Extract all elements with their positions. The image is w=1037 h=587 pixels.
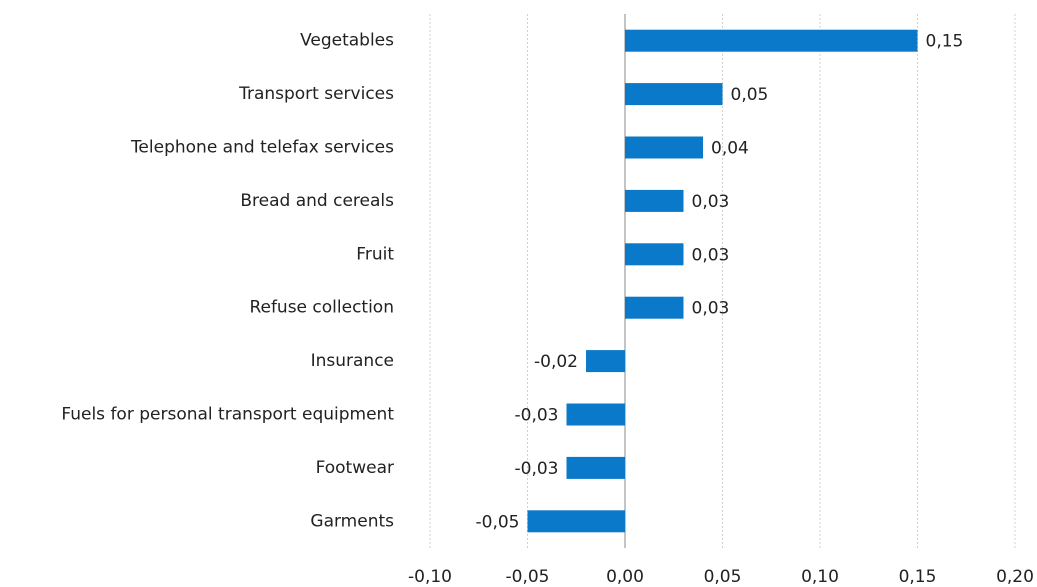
category-label: Refuse collection [249,298,394,318]
value-label: 0,03 [692,299,730,319]
x-tick-label: 0,00 [606,567,644,587]
category-label: Fuels for personal transport equipment [61,405,394,425]
value-label: -0,03 [515,406,559,426]
x-tick-label: 0,10 [801,567,839,587]
bar [625,136,703,159]
category-label: Transport services [238,84,394,104]
bar [586,350,625,373]
x-tick-label: 0,15 [899,567,937,587]
category-label: Footwear [316,458,394,478]
bar [566,456,625,479]
category-label: Fruit [356,244,394,264]
x-tick-label: -0,10 [408,567,452,587]
value-label: 0,03 [692,192,730,212]
bar [625,296,684,319]
value-label: 0,03 [692,245,730,265]
value-label: 0,15 [926,32,964,52]
category-label: Bread and cereals [240,191,394,211]
category-label: Insurance [311,351,394,371]
value-label: 0,05 [731,85,769,105]
value-label: -0,03 [515,459,559,479]
value-label: -0,05 [476,512,520,532]
category-label: Garments [310,511,394,531]
category-label: Vegetables [300,31,394,51]
bar [527,510,625,533]
bar [625,243,684,266]
bar [566,403,625,426]
bar [625,83,723,106]
bar [625,189,684,212]
x-tick-label: -0,05 [506,567,550,587]
bar [625,29,918,52]
value-label: -0,02 [534,352,578,372]
x-tick-label: 0,05 [704,567,742,587]
category-label: Telephone and telefax services [130,138,394,158]
value-label: 0,04 [711,139,749,159]
x-tick-label: 0,20 [996,567,1034,587]
